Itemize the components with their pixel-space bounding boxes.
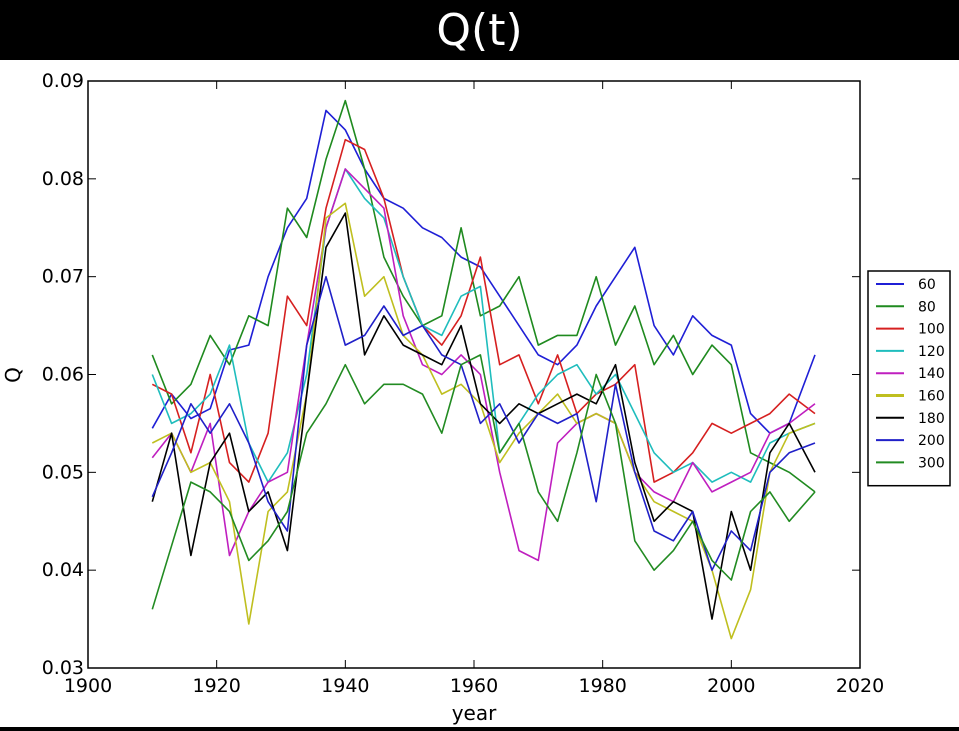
- legend-label-300: 300: [918, 455, 945, 471]
- legend-label-160: 160: [918, 389, 945, 405]
- y-tick-label: 0.09: [42, 70, 84, 92]
- series-line-300: [151, 354, 816, 610]
- x-tick-label: 1920: [192, 675, 240, 697]
- y-axis: 0.03 0.04 0.05 0.06 0.07 0.08 0.09: [42, 70, 860, 679]
- x-axis: 1900 1920 1940 1960 1980 2000 2020: [64, 81, 884, 697]
- slide-title: Q(t): [0, 0, 959, 60]
- x-tick-label: 2020: [836, 675, 884, 697]
- series-line-100: [151, 138, 816, 483]
- series-line-180: [151, 212, 816, 620]
- y-tick-label: 0.07: [42, 266, 84, 288]
- legend-label-140: 140: [918, 366, 945, 382]
- series-line-140: [151, 168, 816, 562]
- x-tick-label: 1960: [450, 675, 498, 697]
- x-tick-label: 1980: [578, 675, 626, 697]
- y-tick-label: 0.05: [42, 461, 84, 483]
- x-tick-label: 1900: [64, 675, 112, 697]
- series-line-60: [151, 109, 816, 435]
- x-axis-label: year: [452, 701, 497, 725]
- legend-label-60: 60: [918, 277, 936, 293]
- series-layer: [151, 99, 816, 640]
- plot-frame: [87, 80, 861, 669]
- legend-label-80: 80: [918, 299, 936, 315]
- y-tick-label: 0.06: [42, 364, 84, 386]
- y-tick-label: 0.04: [42, 559, 84, 581]
- y-tick-label: 0.03: [42, 657, 84, 679]
- y-axis-label: Q: [1, 367, 25, 383]
- legend: 60 80 100 120 140 160 180 200 300: [867, 270, 951, 487]
- legend-label-200: 200: [918, 433, 945, 449]
- x-tick-label: 2000: [707, 675, 755, 697]
- series-line-200: [151, 275, 816, 572]
- legend-label-120: 120: [918, 344, 945, 360]
- series-line-80: [151, 99, 816, 493]
- legend-label-180: 180: [918, 411, 945, 427]
- chart-canvas: 1900 1920 1940 1960 1980 2000 2020 0.03 0.04 0.0…: [0, 60, 959, 727]
- line-chart: 1900 1920 1940 1960 1980 2000 2020 0.030.040.0…: [1, 70, 951, 725]
- y-tick-label: 0.08: [42, 168, 84, 190]
- x-tick-label: 1940: [321, 675, 369, 697]
- legend-label-100: 100: [918, 322, 945, 338]
- series-line-120: [151, 168, 816, 483]
